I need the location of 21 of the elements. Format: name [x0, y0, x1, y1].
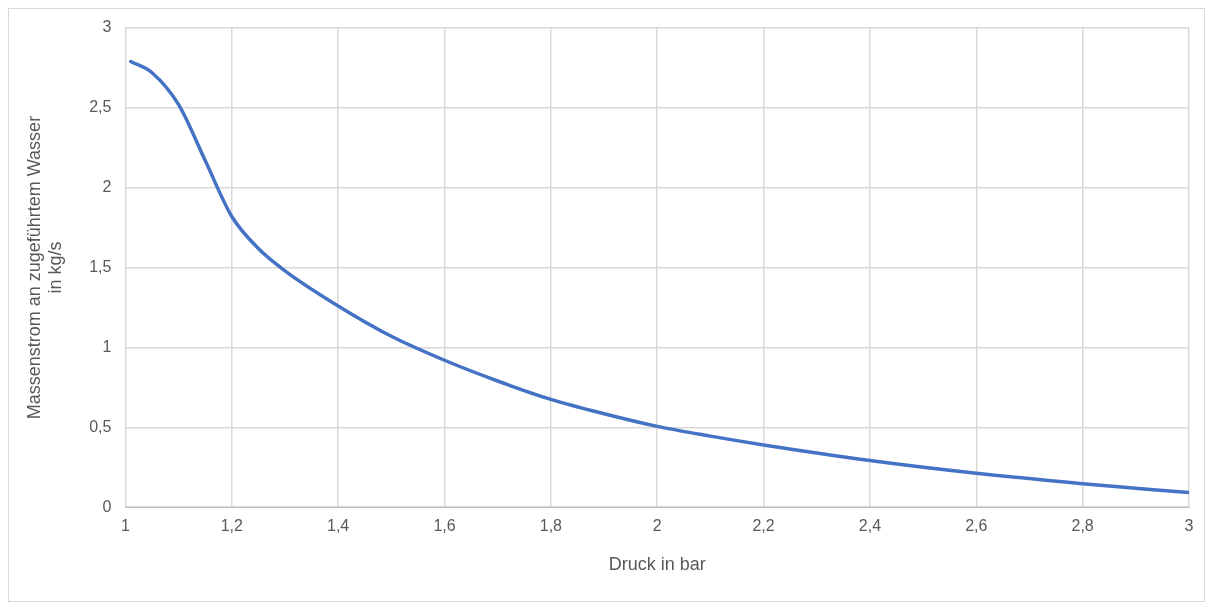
y-tick-label: 0: [102, 497, 112, 515]
x-tick-label: 1,2: [220, 517, 244, 535]
x-tick-label: 2,2: [752, 517, 775, 535]
x-tick-label: 2,8: [1071, 517, 1094, 535]
y-tick-label: 3: [102, 18, 112, 36]
y-tick-label: 2: [102, 178, 112, 196]
x-axis-title: Druck in bar: [608, 554, 706, 575]
x-tick-label: 1,4: [327, 517, 350, 535]
y-tick-label: 2,5: [89, 98, 112, 116]
y-axis-title: Massenstrom an zugeführtem Wasser in kg/s: [23, 115, 66, 420]
y-tick-label: 1: [102, 337, 112, 355]
x-tick-label: 1,6: [433, 517, 456, 535]
x-tick-label: 1,8: [539, 517, 563, 535]
x-tick-label: 1: [120, 517, 130, 535]
y-tick-label: 1,5: [89, 258, 112, 276]
x-tick-label: 2,6: [965, 517, 988, 535]
x-tick-label: 2: [652, 517, 662, 535]
x-tick-label: 3: [1184, 517, 1194, 535]
x-tick-label: 2,4: [858, 517, 882, 535]
y-tick-label: 0,5: [89, 417, 112, 435]
line-series: [129, 59, 1189, 495]
